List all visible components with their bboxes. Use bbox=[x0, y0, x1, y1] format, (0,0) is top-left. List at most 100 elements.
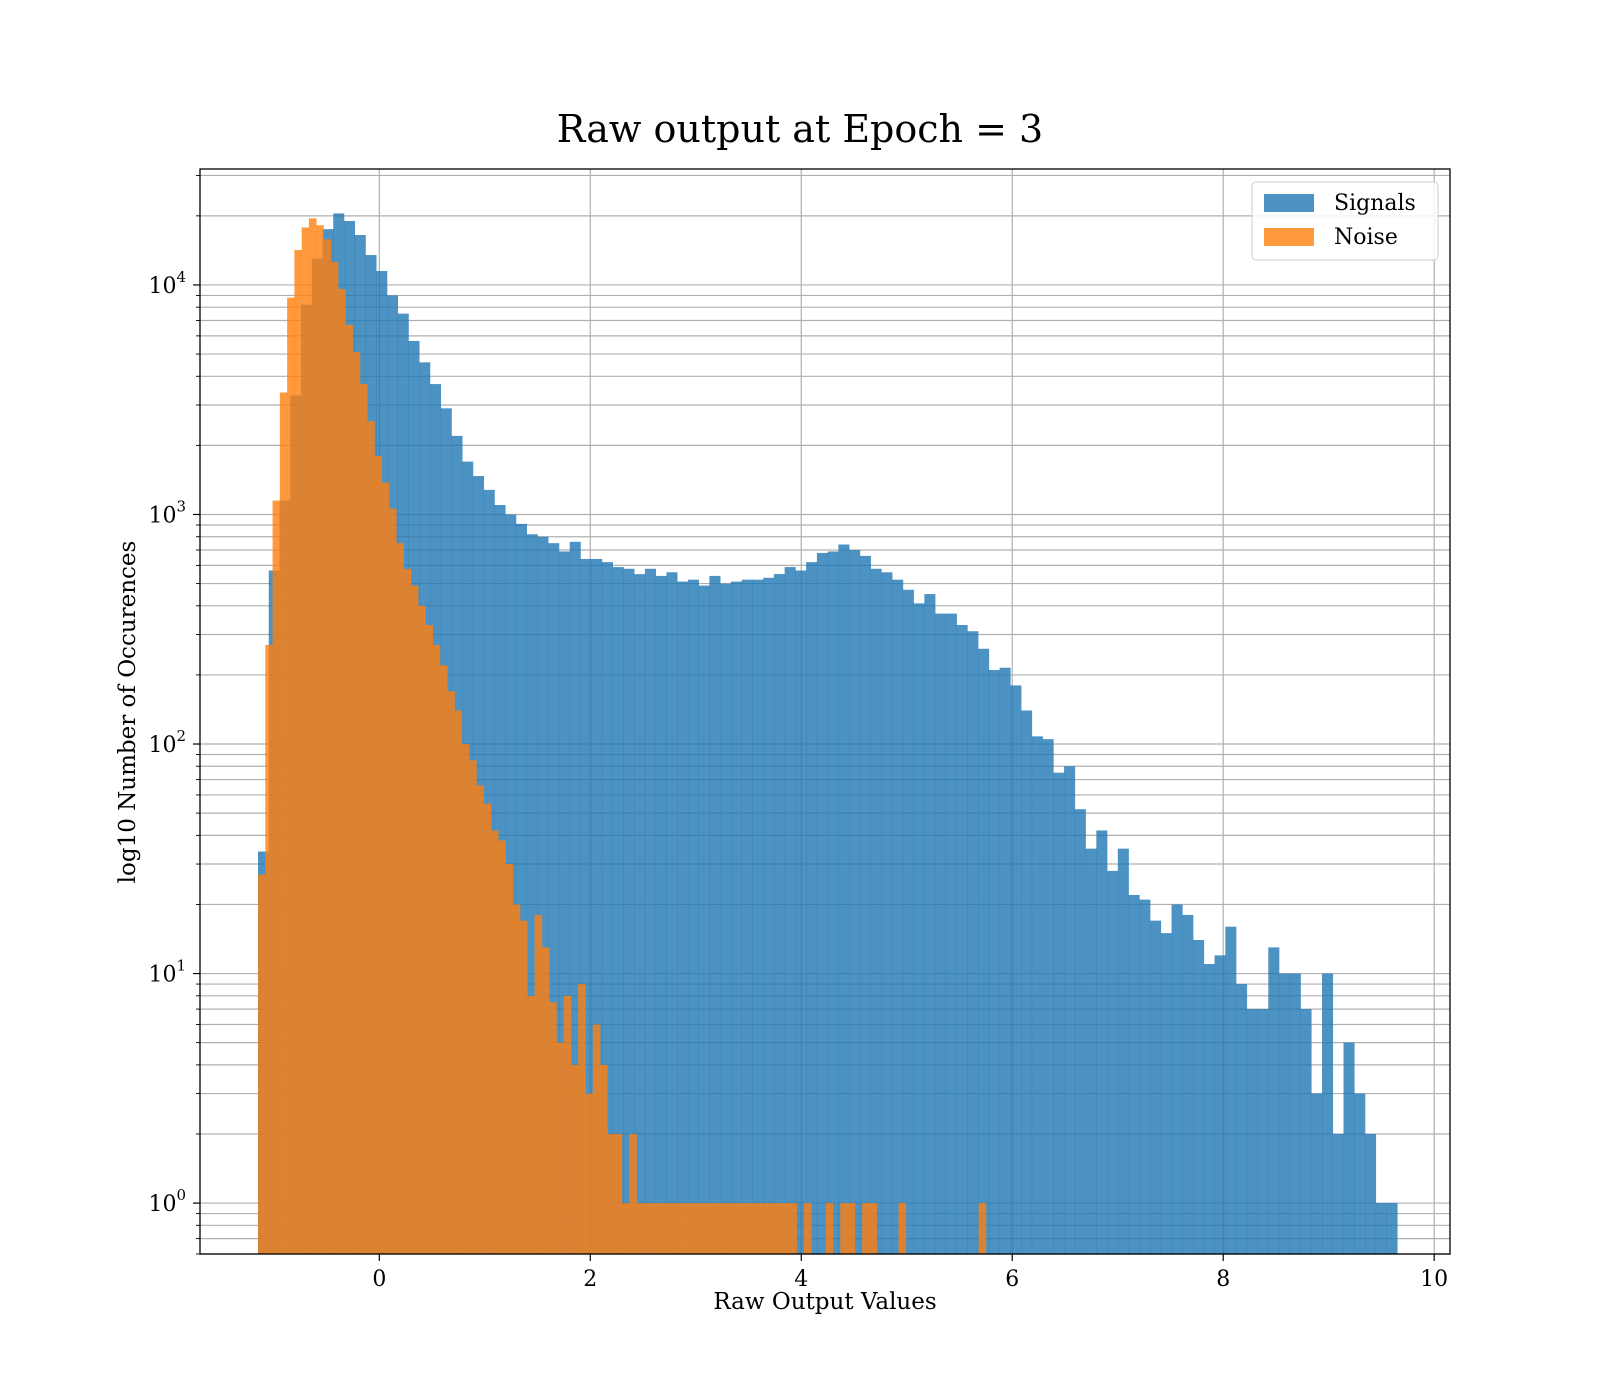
histogram-bar bbox=[1182, 914, 1194, 1254]
histogram-bar bbox=[1074, 809, 1086, 1254]
histogram-bar bbox=[924, 594, 936, 1254]
histogram-bar bbox=[454, 710, 463, 1254]
histogram-bar bbox=[838, 544, 850, 1254]
histogram-bar bbox=[658, 1203, 666, 1254]
x-axis-ticks: 0 2 4 6 8 10 bbox=[372, 1254, 1448, 1292]
histogram-bar bbox=[881, 572, 893, 1254]
histogram-bar bbox=[702, 1203, 710, 1254]
histogram-bar bbox=[558, 551, 570, 1254]
histogram-bar bbox=[1160, 933, 1172, 1254]
histogram-bar bbox=[1021, 710, 1033, 1254]
histogram-bar bbox=[687, 579, 699, 1254]
histogram-bar bbox=[698, 585, 710, 1254]
histogram-bar bbox=[634, 574, 646, 1254]
histogram-bar bbox=[752, 1203, 761, 1254]
histogram-bar bbox=[1203, 964, 1215, 1254]
histogram-bar bbox=[1171, 904, 1183, 1254]
histogram-bar bbox=[763, 577, 775, 1254]
histogram-bar bbox=[623, 568, 635, 1254]
histogram-bar bbox=[578, 984, 586, 1254]
legend-swatch-signals bbox=[1264, 194, 1314, 212]
legend-label-noise: Noise bbox=[1334, 225, 1398, 250]
histogram-bar bbox=[359, 384, 368, 1254]
histogram-bar bbox=[526, 534, 538, 1254]
histogram-bar bbox=[644, 568, 656, 1254]
histogram-bar bbox=[892, 579, 904, 1254]
histogram-bar bbox=[548, 543, 560, 1254]
histogram-bar bbox=[316, 225, 324, 1254]
histogram-bar bbox=[265, 645, 273, 1254]
histogram-bar bbox=[655, 575, 667, 1254]
histogram-bar bbox=[607, 1133, 615, 1254]
histogram-bar bbox=[999, 667, 1011, 1254]
histogram-bar bbox=[1214, 955, 1226, 1254]
histogram-bar bbox=[709, 575, 721, 1254]
y-axis-label: log10 Number of Occurences bbox=[115, 541, 141, 884]
histogram-bar bbox=[432, 645, 441, 1254]
histogram-bar bbox=[902, 589, 914, 1254]
histogram-bar bbox=[527, 995, 535, 1254]
histogram-bar bbox=[935, 613, 947, 1254]
histogram-bar bbox=[806, 562, 818, 1254]
histogram-bar bbox=[730, 581, 742, 1254]
histogram-bar bbox=[425, 625, 433, 1254]
histogram-bar bbox=[1042, 739, 1054, 1254]
histogram-bar bbox=[1064, 766, 1076, 1254]
histogram-bar bbox=[541, 947, 550, 1254]
histogram-bar bbox=[614, 1133, 623, 1254]
histogram-bar bbox=[803, 1203, 812, 1254]
histogram-bar bbox=[520, 920, 528, 1254]
histogram-bar bbox=[301, 227, 310, 1255]
histogram-bar bbox=[1117, 848, 1129, 1254]
x-tick-label: 0 bbox=[372, 1267, 386, 1292]
histogram-bar bbox=[694, 1203, 703, 1254]
histogram-bar bbox=[621, 1203, 630, 1254]
histogram-bar bbox=[847, 1203, 856, 1254]
histogram-bar bbox=[410, 585, 419, 1254]
x-axis-label: Raw Output Values bbox=[713, 1289, 936, 1315]
histogram-bar bbox=[1343, 1042, 1355, 1254]
histogram-bar bbox=[1279, 973, 1291, 1254]
histogram-bar bbox=[1010, 685, 1022, 1254]
histogram-bar bbox=[272, 500, 281, 1254]
histogram-bar bbox=[601, 562, 613, 1254]
histogram-bar bbox=[330, 261, 339, 1254]
histogram-bar bbox=[294, 249, 302, 1255]
y-tick-label: 104 bbox=[148, 268, 186, 299]
histogram-bar bbox=[680, 1203, 688, 1254]
histogram-bar bbox=[978, 648, 990, 1254]
legend-label-signals: Signals bbox=[1334, 191, 1416, 216]
histogram-bar bbox=[956, 625, 968, 1254]
legend-swatch-noise bbox=[1264, 228, 1314, 246]
histogram-bar bbox=[1107, 870, 1119, 1254]
histogram-bar bbox=[643, 1203, 652, 1254]
histogram-bar bbox=[716, 1203, 725, 1254]
y-tick-label: 103 bbox=[148, 497, 186, 528]
histogram-bar bbox=[1225, 926, 1237, 1254]
histogram-bar bbox=[258, 874, 266, 1254]
plot-frame bbox=[199, 168, 1451, 1255]
chart-title: Raw output at Epoch = 3 bbox=[557, 107, 1043, 151]
histogram-bar bbox=[389, 508, 397, 1254]
histogram-bar bbox=[287, 297, 295, 1254]
y-tick-label: 100 bbox=[148, 1186, 186, 1217]
histogram-bar bbox=[1311, 1093, 1323, 1254]
histogram-bar bbox=[1268, 947, 1280, 1254]
histogram-bar bbox=[591, 558, 603, 1254]
y-axis-ticks: 100 101 102 103 104 bbox=[148, 174, 200, 1255]
histogram-bar bbox=[687, 1203, 696, 1254]
histogram-bar bbox=[738, 1203, 746, 1254]
histogram-bar bbox=[913, 603, 925, 1254]
bars bbox=[258, 213, 1398, 1255]
histogram-bar bbox=[840, 1203, 848, 1254]
histogram-bar bbox=[367, 421, 375, 1254]
histogram-bar bbox=[403, 568, 412, 1254]
histogram-bar bbox=[1354, 1093, 1366, 1254]
histogram-bar bbox=[381, 482, 390, 1254]
histogram-bar bbox=[816, 552, 828, 1254]
histogram-bar bbox=[469, 760, 477, 1254]
histogram-bar bbox=[323, 239, 332, 1255]
histogram-bar bbox=[1365, 1133, 1377, 1254]
histogram-bar bbox=[580, 558, 592, 1254]
